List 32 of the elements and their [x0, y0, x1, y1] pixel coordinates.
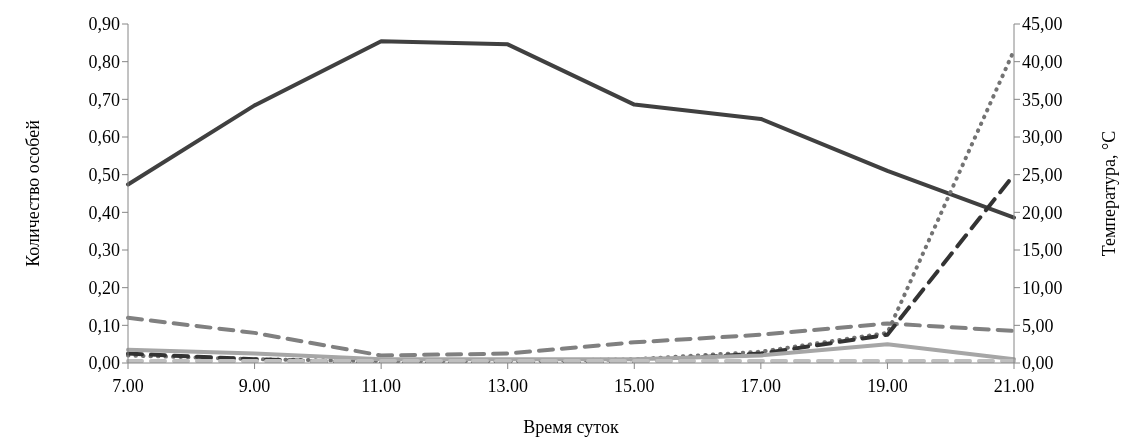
x-tick-label: 7.00: [112, 375, 144, 396]
y2-tick-label: 45,00: [1022, 14, 1063, 35]
x-tick-label: 17.00: [740, 375, 782, 396]
y-tick-label: 0,10: [88, 315, 120, 336]
x-tick-label: 21.00: [993, 375, 1035, 396]
y2-tick-label: 0,00: [1022, 353, 1054, 374]
x-tick-label: 19.00: [867, 375, 908, 396]
y2-tick-label: 40,00: [1022, 52, 1063, 73]
y2-tick-label: 5,00: [1022, 315, 1054, 336]
y2-axis-title: Температура, °C: [1099, 130, 1120, 257]
y2-tick-label: 15,00: [1022, 240, 1063, 261]
y-tick-label: 0,60: [88, 127, 120, 148]
y-tick-label: 0,30: [88, 240, 120, 261]
y-tick-label: 0,80: [88, 52, 120, 73]
y-axis-title: Количество особей: [23, 119, 44, 267]
y-tick-label: 0,20: [88, 278, 120, 299]
y-tick-label: 0,40: [88, 202, 120, 223]
x-tick-label: 9.00: [238, 375, 271, 396]
y2-tick-label: 10,00: [1022, 278, 1063, 299]
x-axis-title: Время суток: [523, 417, 619, 437]
y2-tick-label: 20,00: [1022, 202, 1063, 223]
y-tick-label: 0,50: [88, 165, 120, 186]
x-tick-label: 13.00: [487, 375, 528, 396]
y-tick-label: 0,00: [88, 353, 120, 374]
y-tick-label: 0,90: [88, 14, 120, 35]
x-tick-label: 11.00: [361, 375, 402, 396]
y2-tick-label: 30,00: [1022, 127, 1063, 148]
y-tick-label: 0,70: [88, 89, 120, 110]
line-series: [126, 39, 1016, 220]
x-tick-label: 15.00: [614, 375, 655, 396]
y2-tick-label: 35,00: [1022, 89, 1063, 110]
y2-tick-label: 25,00: [1022, 165, 1063, 186]
